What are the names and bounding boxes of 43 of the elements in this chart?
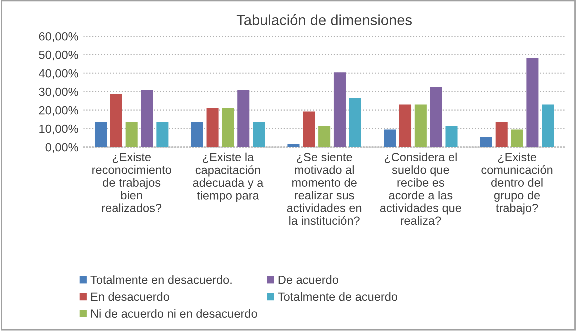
bar — [318, 126, 331, 148]
bar — [110, 94, 122, 148]
x-tick-label: ¿Considera el sueldo que recibe es acorde a las actividades que realiza? — [380, 152, 462, 226]
bar — [480, 136, 492, 148]
y-tick-label: 40,00% — [39, 69, 78, 80]
y-tick-label: 60,00% — [39, 32, 78, 42]
y-tick-label: 10,00% — [40, 124, 78, 135]
bar — [253, 122, 266, 148]
bar — [384, 130, 396, 148]
x-tick-label: ¿Existe comunicación dentro del grupo de trabajo? — [482, 152, 553, 215]
bar — [526, 58, 539, 148]
bar — [446, 126, 458, 148]
bar — [430, 87, 442, 148]
legend-label: Totalmente de acuerdo — [278, 292, 398, 302]
bar — [496, 122, 508, 148]
bar — [222, 108, 234, 148]
y-tick-label: 30,00% — [39, 88, 78, 98]
bar — [156, 122, 169, 148]
bar — [349, 98, 362, 148]
bar — [206, 108, 219, 148]
bar — [141, 90, 154, 148]
bar — [94, 122, 108, 148]
bar — [399, 104, 412, 148]
y-tick-label: 50,00% — [39, 50, 78, 61]
legend-label: En desacuerdo — [91, 292, 170, 302]
bar — [334, 72, 346, 148]
bar — [542, 104, 554, 148]
bar — [238, 90, 250, 148]
bar — [126, 122, 138, 148]
y-tick-label: 20,00% — [39, 106, 78, 116]
bar — [303, 112, 316, 148]
bar — [288, 144, 300, 148]
legend-label: Totalmente en desacuerdo. — [90, 276, 232, 284]
bar — [511, 130, 524, 148]
bar — [414, 104, 427, 148]
chart-title: Tabulación de dimensiones — [236, 14, 412, 26]
legend-label: Ni de acuerdo ni en desacuerdo — [91, 309, 258, 318]
x-tick-label: ¿Existe reconocimiento de trabajos bien realizados? — [92, 152, 172, 212]
bar — [191, 122, 204, 148]
legend-label: De acuerdo — [278, 276, 338, 284]
x-tick-label: ¿Existe la capacitación adecuada y a tiempo para — [193, 152, 264, 202]
y-tick-label: 0,00% — [46, 143, 78, 154]
x-tick-label: ¿Se siente motivado al momento de realizar sus actividades en la institución? — [287, 152, 362, 226]
